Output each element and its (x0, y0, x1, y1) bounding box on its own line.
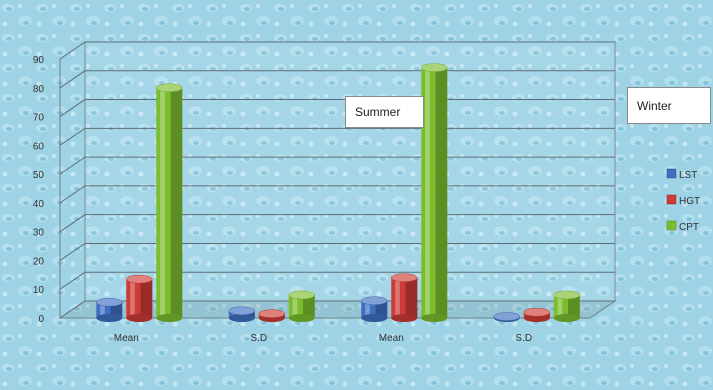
y-tick-label-90: 90 (33, 55, 45, 66)
bar-shade (405, 277, 418, 318)
bar-shade (568, 294, 580, 318)
bar-top (421, 63, 448, 72)
bar-top (361, 296, 388, 305)
bar-HGT-2 (391, 273, 418, 322)
bar-LST-0 (96, 297, 123, 322)
bar-highlight (292, 294, 298, 318)
bar-base (391, 314, 418, 322)
bar-top (288, 290, 315, 300)
y-tick-label-40: 40 (33, 199, 45, 210)
bar-top (391, 273, 418, 282)
bar-base (228, 314, 255, 322)
bar-CPT-0 (156, 83, 183, 322)
y-tick-label-10: 10 (33, 285, 45, 296)
y-axis: 0 10 20 30 40 50 60 70 80 90 (33, 55, 45, 325)
bar-top (493, 312, 520, 321)
bar-top (523, 307, 550, 317)
y-tick-label-50: 50 (33, 170, 45, 181)
bars (96, 63, 580, 322)
bar-highlight (395, 277, 400, 318)
bar-shade (303, 294, 315, 318)
legend: LST HGT CPT (666, 168, 700, 233)
winter-label: Winter (627, 87, 711, 124)
y-tick-label-70: 70 (33, 113, 45, 124)
x-tick-label-2: Mean (379, 333, 404, 344)
bar-highlight (557, 294, 563, 318)
legend-swatch-CPT (666, 220, 677, 231)
y-tick-label-0: 0 (38, 314, 44, 325)
bar-base (126, 314, 153, 322)
bar-base (361, 314, 388, 322)
y-tick-label-30: 30 (33, 228, 45, 239)
bar-shade (140, 279, 153, 318)
summer-label: Summer (345, 96, 424, 128)
y-tick-label-80: 80 (33, 84, 45, 95)
bar-CPT-2 (421, 63, 448, 322)
bar-HGT-3 (523, 307, 550, 322)
gridline-90 (59, 41, 615, 60)
bar-HGT-0 (126, 274, 153, 322)
bar-highlight (365, 300, 370, 318)
bar-base (156, 314, 183, 322)
legend-swatch-LST (666, 168, 677, 179)
bar-top (156, 83, 183, 93)
bar-base (96, 314, 123, 322)
bar-top (553, 290, 580, 300)
x-axis: Mean S.D Mean S.D (114, 333, 532, 344)
y-tick-label-60: 60 (33, 141, 45, 152)
bar-highlight (100, 302, 105, 318)
bar-top (96, 297, 123, 307)
bar-CPT-3 (553, 290, 580, 322)
bar-base (288, 314, 315, 322)
bar-highlight (130, 279, 135, 318)
x-tick-label-1: S.D (250, 333, 267, 344)
bar-HGT-1 (258, 309, 285, 322)
y-tick-label-20: 20 (33, 256, 45, 267)
bar-highlight (160, 87, 165, 319)
bar-shade (375, 300, 388, 318)
bar-shade (110, 302, 123, 318)
bar-shade (435, 67, 448, 318)
x-tick-label-3: S.D (515, 333, 532, 344)
bar-LST-3 (493, 312, 520, 322)
bar-shade (170, 87, 183, 319)
bar-top (126, 274, 153, 284)
bar-top (258, 309, 285, 318)
bar-CPT-1 (288, 290, 315, 322)
x-tick-label-0: Mean (114, 333, 139, 344)
bar-base (523, 314, 550, 322)
legend-label-HGT: HGT (679, 196, 700, 207)
bar-base (421, 314, 448, 322)
bar-LST-1 (228, 306, 255, 322)
bar-LST-2 (361, 296, 388, 322)
legend-label-CPT: CPT (679, 222, 699, 233)
legend-swatch-HGT (666, 194, 677, 205)
bar-top (228, 306, 255, 316)
bar-base (553, 314, 580, 322)
bar-highlight (425, 67, 430, 318)
legend-label-LST: LST (679, 170, 697, 181)
